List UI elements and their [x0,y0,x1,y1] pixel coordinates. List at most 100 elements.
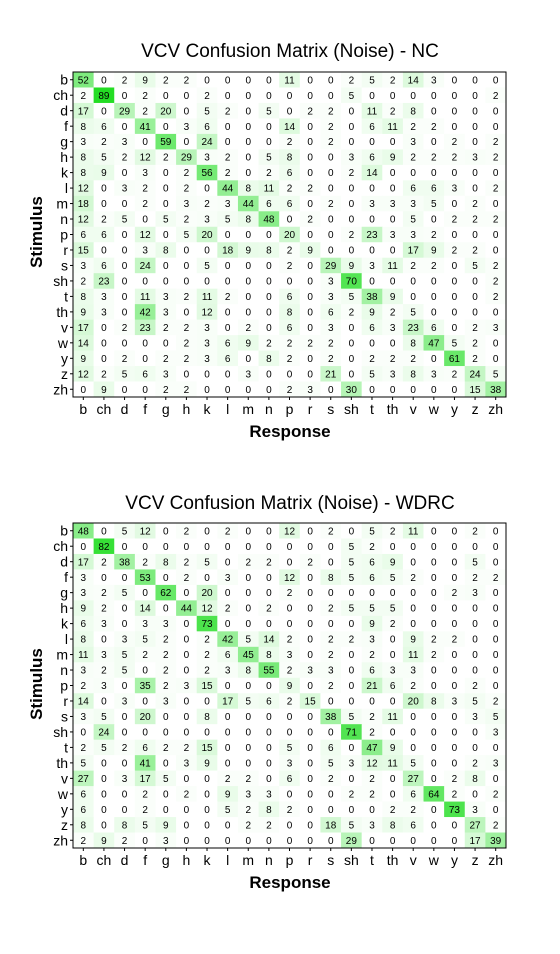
cell-value-label: 0 [122,246,128,257]
heatmap-cell [217,832,239,849]
cell-value-label: 0 [349,354,355,365]
cell-value-label: 2 [369,542,375,553]
heatmap-cell [361,584,383,601]
cell-value-label: 0 [431,542,437,553]
cell-value-label: 2 [328,106,334,117]
heatmap-cell [134,164,156,181]
cell-value-label: 3 [307,385,313,396]
heatmap-cell [485,195,507,212]
heatmap-cell [258,832,280,849]
heatmap-cell [155,817,177,833]
cell-value-label: 5 [349,604,355,615]
cell-value-label: 0 [245,542,251,553]
heatmap-cell [320,366,342,382]
heatmap-cell [279,164,301,181]
heatmap-cell [176,226,198,243]
heatmap-cell [114,724,136,741]
y-axis-label: Stimulus [27,196,46,268]
heatmap-cell [382,538,404,555]
heatmap-cell [361,724,383,741]
x-tick-label: z [472,401,479,417]
heatmap-cell [464,366,486,382]
cell-value-label: 0 [204,385,210,396]
cell-value-label: 3 [472,712,478,723]
heatmap-cell [402,350,424,367]
x-tick-label: g [162,852,170,868]
cell-value-label: 3 [369,635,375,646]
heatmap-cell [361,304,383,321]
heatmap-cell [134,72,156,88]
heatmap-cell [279,786,301,802]
y-axis-label: Stimulus [27,648,46,720]
x-tick-label: d [121,852,129,868]
cell-value-label: 18 [222,246,234,257]
heatmap-cell [155,569,177,586]
cell-value-label: 0 [287,106,293,117]
heatmap-cell [299,304,321,321]
x-tick-label: n [265,852,273,868]
heatmap-cell [93,801,115,818]
cell-value-label: 0 [493,650,499,661]
heatmap-cell [258,569,280,586]
cell-value-label: 0 [245,712,251,723]
cell-value-label: 0 [287,91,293,102]
heatmap-cell [341,226,363,243]
heatmap-cell [73,708,95,725]
cell-value-label: 0 [493,774,499,785]
cell-value-label: 2 [142,199,148,210]
heatmap-cell [196,319,218,336]
cell-value-label: 2 [204,666,210,677]
heatmap-cell [444,133,466,150]
cell-value-label: 2 [225,604,231,615]
heatmap-cell [464,724,486,741]
heatmap-cell [114,288,136,305]
heatmap-cell [444,273,466,290]
heatmap-cell [423,195,445,212]
cell-value-label: 27 [78,774,90,785]
cell-value-label: 3 [204,338,210,349]
y-tick-label: ch [53,87,68,103]
cell-value-label: 0 [410,277,416,288]
cell-value-label: 3 [101,681,107,692]
cell-value-label: 3 [410,199,416,210]
cell-value-label: 0 [204,184,210,195]
heatmap-cell [341,381,363,398]
cell-value-label: 2 [493,573,499,584]
heatmap-cell [93,381,115,398]
heatmap-cell [320,381,342,398]
cell-value-label: 5 [390,573,396,584]
cell-value-label: 3 [163,292,169,303]
x-tick-label: r [308,401,313,417]
cell-value-label: 0 [101,184,107,195]
heatmap-cell [341,350,363,367]
heatmap-cell [444,770,466,787]
cell-value-label: 3 [328,666,334,677]
cell-value-label: 2 [142,557,148,568]
cell-value-label: 2 [122,75,128,86]
heatmap-cell [258,195,280,212]
heatmap-cell [73,149,95,166]
heatmap-cell [93,615,115,632]
cell-value-label: 0 [266,292,272,303]
cell-value-label: 41 [140,122,152,133]
heatmap-cell [423,87,445,104]
heatmap-cell [155,662,177,679]
heatmap-cell [155,584,177,601]
x-tick-label: ch [97,401,112,417]
cell-value-label: 0 [101,820,107,831]
heatmap-cell [402,273,424,290]
cell-value-label: 3 [81,588,87,599]
heatmap-cell [155,149,177,166]
cell-value-label: 0 [452,230,458,241]
heatmap-cell [134,538,156,555]
cell-value-label: 2 [431,153,437,164]
heatmap-cell [444,817,466,833]
heatmap-cell [114,366,136,382]
heatmap-cell [464,211,486,228]
cell-value-label: 44 [222,184,234,195]
heatmap-cell [258,133,280,150]
cell-value-label: 0 [287,712,293,723]
cell-value-label: 0 [163,805,169,816]
cell-value-label: 2 [328,354,334,365]
heatmap-cell [134,226,156,243]
